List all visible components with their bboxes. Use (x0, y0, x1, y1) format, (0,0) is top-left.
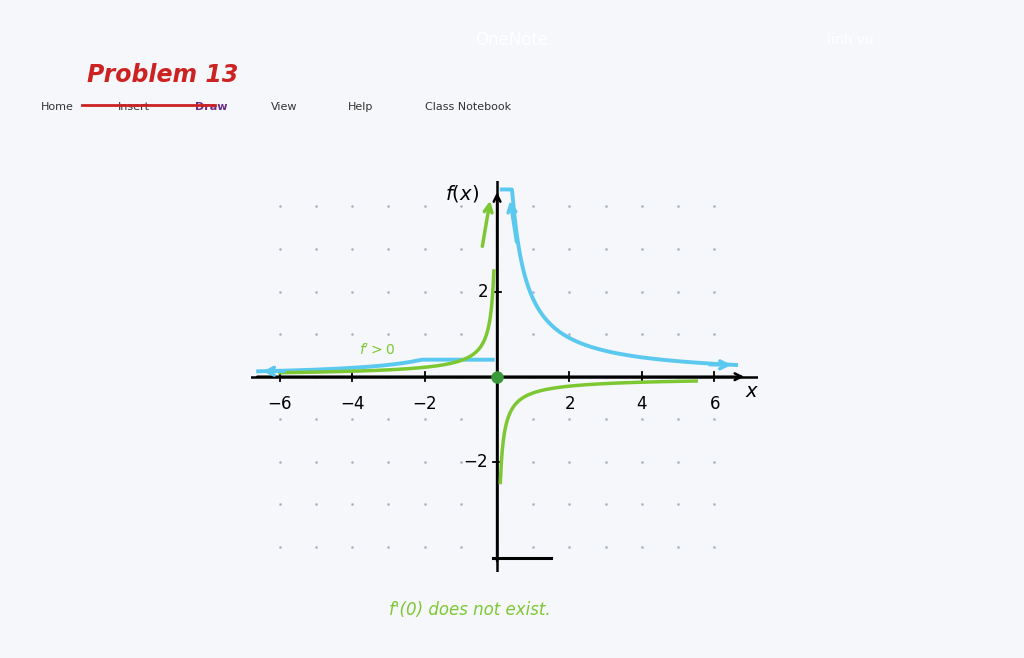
Text: $x$: $x$ (745, 382, 760, 401)
Text: $2$: $2$ (564, 395, 575, 413)
Text: Class Notebook: Class Notebook (425, 102, 511, 112)
Text: $-6$: $-6$ (267, 395, 293, 413)
Text: linh vu: linh vu (826, 33, 873, 47)
Text: OneNote: OneNote (475, 31, 549, 49)
Text: Insert: Insert (118, 102, 150, 112)
Text: Draw: Draw (195, 102, 227, 112)
Text: $-4$: $-4$ (340, 395, 365, 413)
Text: $f'>0$: $f'>0$ (359, 342, 395, 357)
Text: View: View (271, 102, 298, 112)
Text: f'(0) does not exist.: f'(0) does not exist. (389, 601, 551, 619)
Text: Problem 13: Problem 13 (87, 63, 239, 88)
Text: $4$: $4$ (636, 395, 648, 413)
Text: $2$: $2$ (477, 282, 488, 301)
Text: $-2$: $-2$ (463, 453, 488, 471)
Text: Help: Help (348, 102, 374, 112)
Text: Home: Home (41, 102, 74, 112)
Text: $6$: $6$ (709, 395, 720, 413)
Text: $-2$: $-2$ (413, 395, 437, 413)
Text: $f(x)$: $f(x)$ (445, 183, 479, 204)
